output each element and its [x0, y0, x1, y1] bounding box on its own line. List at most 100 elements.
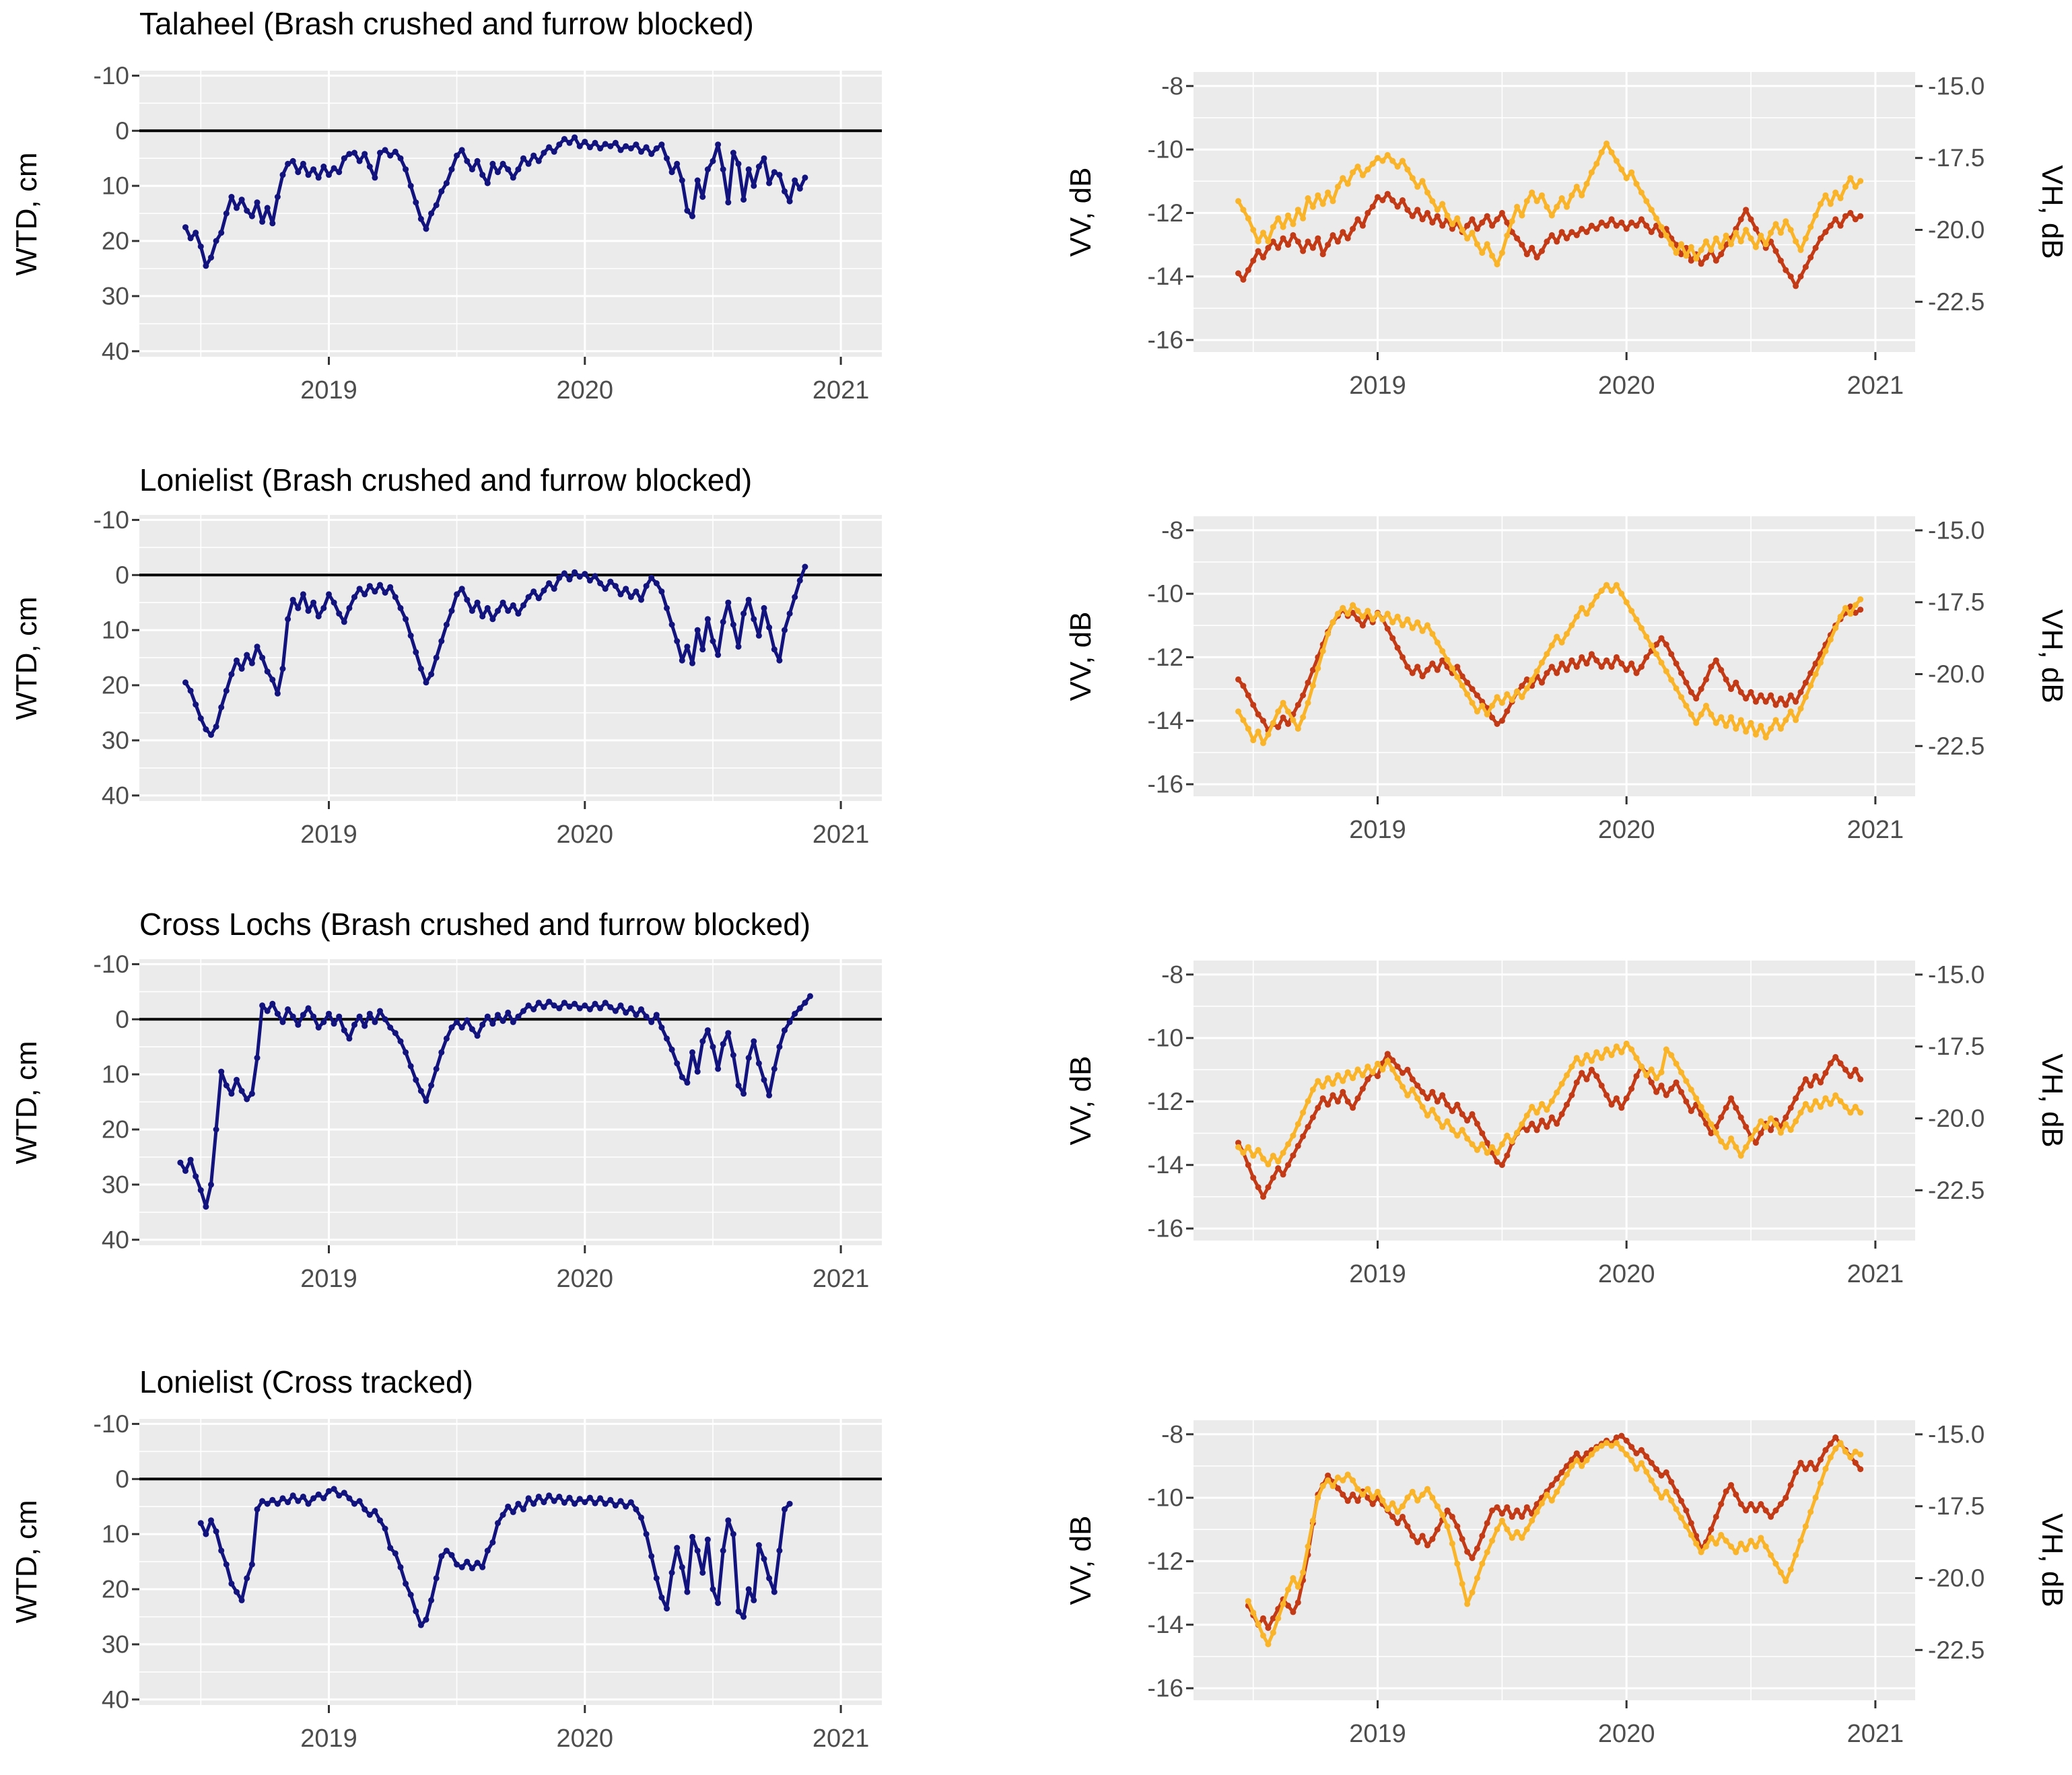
axis-ticks: 2019 2020 2021 -10 0 10 20 30 40 — [94, 950, 870, 1293]
wtd-series — [182, 563, 808, 738]
x-tick-label: 2019 — [300, 376, 357, 405]
x-tick-label: 2021 — [813, 821, 870, 849]
y-axis-label-wtd-4: WTD, cm — [10, 1500, 43, 1624]
axis-ticks: 2019 2020 2021 -10 0 10 20 30 40 — [94, 62, 870, 405]
y-tick-label: -12 — [1148, 1088, 1183, 1115]
y-tick-label: -8 — [1161, 516, 1183, 544]
y-axis-label-vv-1: VV, dB — [1064, 167, 1097, 257]
y-tick-label: 10 — [102, 617, 129, 644]
vh-tick-label: -22.5 — [1928, 732, 1984, 760]
vh-tick-label: -17.5 — [1928, 588, 1984, 616]
panel-title-lonielist-brash: Lonielist (Brash crushed and furrow bloc… — [139, 462, 753, 497]
y-tick-label: -16 — [1148, 326, 1183, 354]
panel-title-cross-lochs: Cross Lochs (Brash crushed and furrow bl… — [139, 907, 811, 942]
vh-tick-label: -15.0 — [1928, 516, 1984, 544]
y-tick-label: -12 — [1148, 199, 1183, 227]
x-tick-label: 2019 — [1349, 1260, 1406, 1288]
y-axis-label-vv-2: VV, dB — [1064, 611, 1097, 701]
y-tick-label: -10 — [94, 62, 129, 90]
vh-tick-label: -22.5 — [1928, 1636, 1984, 1664]
vh-tick-label: -15.0 — [1928, 1420, 1984, 1448]
wtd-chart-cross-lochs: 2019 2020 2021 -10 0 10 20 30 40 — [0, 889, 1037, 1333]
y-tick-label: 30 — [102, 1630, 129, 1658]
axis-ticks: 2019 2020 2021 -8 -10 -12 -14 -16 -15.0 -17.5 -20.… — [1148, 961, 1985, 1288]
vh-tick-label: -20.0 — [1928, 660, 1984, 688]
y-tick-label: -10 — [1148, 1484, 1183, 1512]
row2-right-svg: 2019 2020 2021 -8 -10 -12 -14 -16 -15.0 -17.5 -20.… — [1148, 516, 1984, 844]
y-tick-label: 20 — [102, 672, 129, 699]
vh-series — [1235, 582, 1864, 746]
vh-series — [1235, 140, 1864, 268]
x-tick-label: 2019 — [300, 1265, 357, 1293]
x-tick-label: 2020 — [1598, 816, 1655, 844]
y-axis-label-wtd-3: WTD, cm — [10, 1041, 43, 1164]
y-tick-label: -12 — [1148, 1547, 1183, 1575]
wtd-series — [197, 1486, 793, 1628]
y-tick-label: 40 — [102, 781, 129, 809]
wtd-chart-lonielist-brash: 2019 2020 2021 -10 0 10 20 30 40 — [0, 444, 1037, 889]
y-tick-label: 0 — [115, 117, 129, 145]
vv-series — [1235, 190, 1864, 289]
y-tick-label: -16 — [1148, 1215, 1183, 1243]
wtd-chart-lonielist-cross: 2019 2020 2021 -10 0 10 20 30 40 — [0, 1333, 1037, 1775]
y-tick-label: 30 — [102, 1171, 129, 1198]
y-axis-label-vh-4: VH, dB — [2036, 1513, 2069, 1607]
x-tick-label: 2020 — [1598, 1720, 1655, 1748]
y-tick-label: 0 — [115, 561, 129, 589]
axis-ticks: 2019 2020 2021 -8 -10 -12 -14 -16 -15.0 -17.5 -20.… — [1148, 72, 1985, 400]
y-tick-label: 0 — [115, 1006, 129, 1033]
y-axis-label-vv-3: VV, dB — [1064, 1055, 1097, 1146]
vh-series — [1235, 1040, 1864, 1168]
row3-left-svg: 2019 2020 2021 -10 0 10 20 30 40 — [94, 950, 882, 1293]
row2-left-svg: 2019 2020 2021 -10 0 10 20 30 40 — [94, 506, 882, 849]
axis-ticks: 2019 2020 2021 -10 0 10 20 30 40 — [94, 1410, 870, 1753]
y-axis-label-wtd-1: WTD, cm — [10, 152, 43, 276]
y-axis-label-vv-4: VV, dB — [1064, 1515, 1097, 1605]
row4-right-svg: 2019 2020 2021 -8 -10 -12 -14 -16 -15.0 -17.5 -20.… — [1148, 1420, 1984, 1748]
y-tick-label: -12 — [1148, 643, 1183, 671]
vh-tick-label: -15.0 — [1928, 961, 1984, 988]
x-tick-label: 2020 — [557, 821, 614, 849]
y-tick-label: -10 — [94, 506, 129, 534]
gridlines — [139, 71, 882, 357]
radar-chart-cross-lochs: 2019 2020 2021 -8 -10 -12 -14 -16 -15.0 -17.5 -20.… — [1037, 889, 2072, 1333]
wtd-series — [182, 134, 808, 269]
y-axis-label-wtd-2: WTD, cm — [10, 596, 43, 720]
x-tick-label: 2021 — [1847, 372, 1904, 400]
y-tick-label: -8 — [1161, 72, 1183, 100]
vh-tick-label: -20.0 — [1928, 216, 1984, 244]
y-tick-label: 20 — [102, 1116, 129, 1144]
x-tick-label: 2021 — [813, 1265, 870, 1293]
y-axis-label-vh-1: VH, dB — [2036, 165, 2069, 259]
x-tick-label: 2021 — [1847, 1720, 1904, 1748]
y-tick-label: -16 — [1148, 1675, 1183, 1702]
y-tick-label: 40 — [102, 1685, 129, 1713]
x-tick-label: 2020 — [557, 1265, 614, 1293]
x-tick-label: 2020 — [557, 376, 614, 405]
y-tick-label: -14 — [1148, 1611, 1183, 1638]
x-tick-label: 2021 — [813, 376, 870, 405]
vh-tick-label: -17.5 — [1928, 1492, 1984, 1520]
wtd-chart-talaheel: 2019 2020 2021 -10 0 10 20 30 40 — [0, 0, 1037, 444]
y-tick-label: 20 — [102, 228, 129, 255]
y-tick-label: 10 — [102, 172, 129, 200]
y-tick-label: -10 — [1148, 136, 1183, 164]
x-tick-label: 2019 — [1349, 372, 1406, 400]
y-tick-label: -14 — [1148, 707, 1183, 734]
radar-chart-lonielist-cross: 2019 2020 2021 -8 -10 -12 -14 -16 -15.0 -17.5 -20.… — [1037, 1333, 2072, 1775]
panel-title-lonielist-cross: Lonielist (Cross tracked) — [139, 1364, 473, 1399]
y-tick-label: 40 — [102, 1226, 129, 1253]
y-tick-label: -8 — [1161, 961, 1183, 988]
row1-right-svg: 2019 2020 2021 -8 -10 -12 -14 -16 -15.0 -17.5 -20.… — [1148, 72, 1985, 400]
vh-series — [1245, 1440, 1864, 1648]
vh-tick-label: -22.5 — [1928, 288, 1984, 316]
x-tick-label: 2020 — [1598, 1260, 1655, 1288]
x-tick-label: 2019 — [1349, 816, 1406, 844]
vh-tick-label: -15.0 — [1928, 72, 1984, 100]
y-tick-label: -14 — [1148, 263, 1183, 290]
x-tick-label: 2019 — [1349, 1720, 1406, 1748]
radar-chart-talaheel: 2019 2020 2021 -8 -10 -12 -14 -16 -15.0 -17.5 -20.… — [1037, 0, 2072, 444]
y-tick-label: 10 — [102, 1521, 129, 1548]
x-tick-label: 2020 — [557, 1725, 614, 1753]
